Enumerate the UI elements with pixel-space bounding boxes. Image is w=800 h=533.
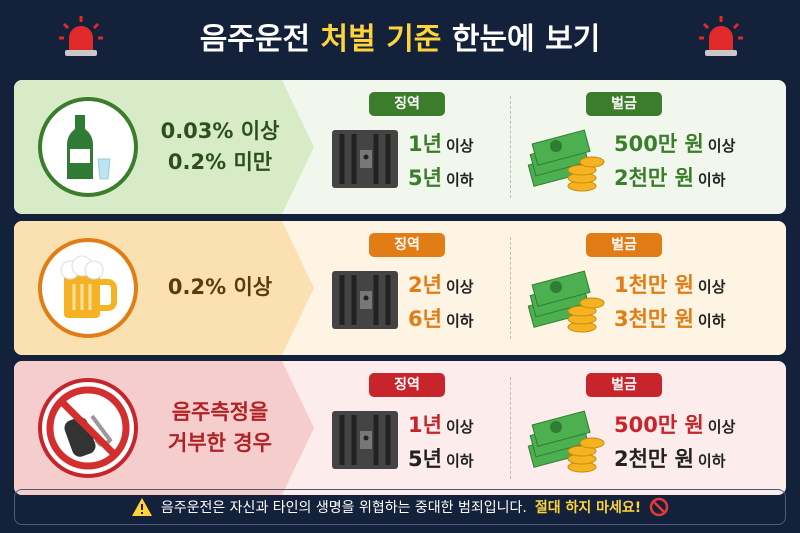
jail-amount: 6년: [408, 307, 442, 331]
fine-line: 3천만 원 이하: [614, 303, 726, 333]
jail-suffix: 이상: [445, 137, 474, 155]
jail-badge: 징역: [369, 92, 445, 116]
fine-suffix: 이상: [697, 278, 726, 296]
condition-panel: 0.03% 이상 0.2% 미만: [14, 80, 314, 214]
jail-line: 6년 이하: [408, 303, 474, 333]
no-icon: [649, 497, 669, 517]
fine-badge: 벌금: [586, 233, 662, 257]
divider: [510, 377, 511, 479]
jail-amount: 5년: [408, 447, 442, 471]
divider: [510, 237, 511, 339]
siren-icon: [699, 16, 743, 56]
jail-amount: 2년: [408, 273, 442, 297]
fine-icon: [526, 269, 606, 339]
jail-badge: 징역: [369, 233, 445, 257]
jail-icon: [330, 409, 400, 475]
jail-amounts: 2년 이상 6년 이하: [408, 269, 474, 333]
fine-amounts: 1천만 원 이상 3천만 원 이하: [614, 269, 726, 333]
condition-text: 0.2% 이상: [140, 221, 300, 355]
fine-suffix: 이하: [697, 452, 726, 470]
fine-icon: [526, 128, 606, 198]
fine-amount: 1천만 원: [614, 273, 694, 297]
jail-icon: [330, 128, 400, 194]
jail-amount: 1년: [408, 132, 442, 156]
jail-line: 1년 이상: [408, 409, 474, 439]
jail-badge: 징역: [369, 373, 445, 397]
fine-amounts: 500만 원 이상 2천만 원 이하: [614, 409, 735, 473]
title-highlight: 처벌 기준: [320, 22, 442, 57]
jail-icon: [330, 269, 400, 335]
jail-suffix: 이상: [445, 278, 474, 296]
penalty-row: 0.03% 이상 0.2% 미만 징역 1년 이상 5년 이하 벌금 500만 원 이상 2천만 원…: [14, 80, 786, 214]
jail-amount: 1년: [408, 413, 442, 437]
fine-amount: 500만 원: [614, 413, 704, 437]
jail-line: 5년 이하: [408, 162, 474, 192]
footer-warning: 절대 하지 마세요!: [534, 500, 642, 516]
fine-line: 1천만 원 이상: [614, 269, 726, 299]
condition-line: 음주측정을: [171, 399, 269, 424]
fine-badge: 벌금: [586, 373, 662, 397]
fine-suffix: 이하: [697, 171, 726, 189]
jail-suffix: 이하: [445, 312, 474, 330]
condition-text: 0.03% 이상 0.2% 미만: [140, 80, 300, 214]
penalty-row: 음주측정을 거부한 경우 징역 1년 이상 5년 이하 벌금 500만 원 이상 2천만 원 이하: [14, 361, 786, 495]
fine-amount: 2천만 원: [614, 447, 694, 471]
condition-line: 0.2% 미만: [167, 150, 273, 174]
fine-amount: 2천만 원: [614, 166, 694, 190]
fine-line: 500만 원 이상: [614, 409, 735, 439]
condition-line: 0.2% 이상: [167, 275, 273, 300]
title-text: 음주운전: [199, 22, 311, 57]
fine-line: 2천만 원 이하: [614, 443, 735, 473]
condition-icon: [38, 97, 138, 197]
condition-icon: [38, 238, 138, 338]
jail-amount: 5년: [408, 166, 442, 190]
jail-line: 1년 이상: [408, 128, 474, 158]
jail-suffix: 이하: [445, 171, 474, 189]
penalty-row: 0.2% 이상 징역 2년 이상 6년 이하 벌금 1천만 원 이상 3천만 원 이하: [14, 221, 786, 355]
fine-icon: [526, 409, 606, 479]
fine-amount: 500만 원: [614, 132, 704, 156]
fine-suffix: 이하: [697, 312, 726, 330]
title: 음주운전 처벌 기준 한눈에 보기: [0, 14, 800, 58]
fine-amounts: 500만 원 이상 2천만 원 이하: [614, 128, 735, 192]
condition-line: 0.03% 이상: [160, 118, 280, 143]
condition-icon: [38, 378, 138, 478]
jail-amounts: 1년 이상 5년 이하: [408, 409, 474, 473]
jail-line: 5년 이하: [408, 443, 474, 473]
fine-amount: 3천만 원: [614, 307, 694, 331]
jail-suffix: 이하: [445, 452, 474, 470]
fine-suffix: 이상: [707, 137, 736, 155]
footer: 음주운전은 자신과 타인의 생명을 위협하는 중대한 범죄입니다. 절대 하지 …: [14, 489, 786, 525]
condition-panel: 0.2% 이상: [14, 221, 314, 355]
title-text: 한눈에 보기: [451, 22, 601, 57]
fine-line: 2천만 원 이하: [614, 162, 735, 192]
jail-suffix: 이상: [445, 418, 474, 436]
siren-icon: [59, 16, 103, 56]
condition-line: 거부한 경우: [168, 431, 272, 455]
fine-badge: 벌금: [586, 92, 662, 116]
footer-message: 음주운전은 자신과 타인의 생명을 위협하는 중대한 범죄입니다.: [160, 500, 527, 516]
warning-icon: [131, 498, 152, 516]
fine-line: 500만 원 이상: [614, 128, 735, 158]
jail-line: 2년 이상: [408, 269, 474, 299]
jail-amounts: 1년 이상 5년 이하: [408, 128, 474, 192]
fine-suffix: 이상: [707, 418, 736, 436]
divider: [510, 96, 511, 198]
